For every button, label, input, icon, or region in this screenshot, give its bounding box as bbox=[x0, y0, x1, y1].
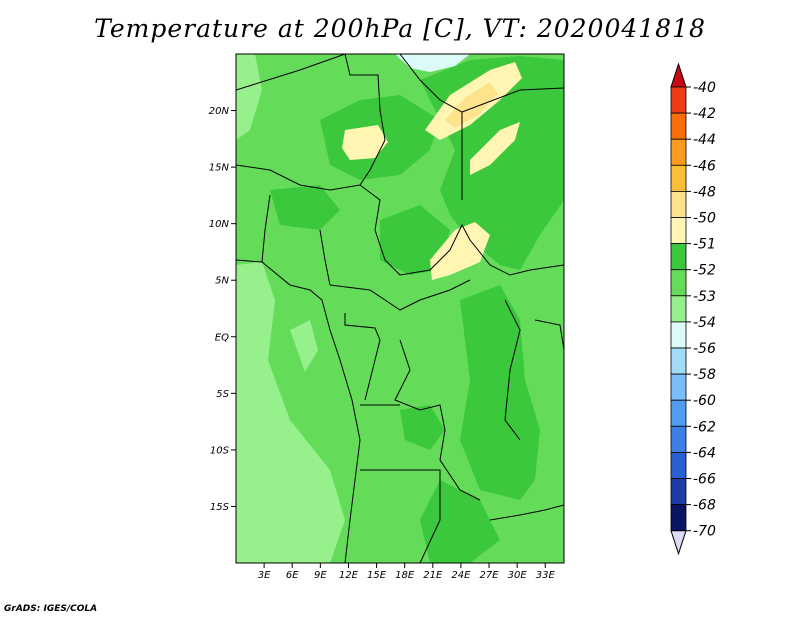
colorbar-label: -66 bbox=[693, 472, 716, 488]
border-line bbox=[399, 54, 463, 200]
map-frame bbox=[235, 53, 565, 564]
lat-tick-label: 5N bbox=[215, 276, 229, 287]
field-54-region bbox=[236, 54, 262, 140]
colorbar-label: -51 bbox=[693, 237, 716, 253]
colorbar-swatch bbox=[670, 269, 687, 297]
lon-tick-label: 30E bbox=[508, 570, 528, 581]
colorbar-swatch bbox=[670, 425, 687, 453]
colorbar-label: -46 bbox=[693, 158, 716, 174]
country-borders bbox=[236, 54, 564, 563]
grads-credit: GrADS: IGES/COLA bbox=[4, 604, 98, 614]
lat-tick-label: 15N bbox=[209, 163, 230, 174]
colorbar-swatch bbox=[670, 295, 687, 323]
field-51-patch bbox=[342, 125, 388, 160]
lon-tick-label: 21E bbox=[423, 570, 443, 581]
colorbar-swatch bbox=[670, 504, 687, 532]
border-line bbox=[319, 229, 331, 286]
field-52-region bbox=[270, 185, 340, 230]
colorbar-bottom-arrow bbox=[670, 530, 687, 556]
lon-tick-label: 24E bbox=[451, 570, 471, 581]
colorbar-swatch bbox=[670, 164, 687, 192]
colorbar-label: -68 bbox=[693, 498, 716, 514]
colorbar-label: -40 bbox=[693, 80, 716, 96]
lat-tick-label: 20N bbox=[209, 106, 230, 117]
border-line bbox=[504, 299, 521, 441]
colorbar-label: -54 bbox=[693, 315, 716, 331]
lon-tick-label: 33E bbox=[536, 570, 556, 581]
colorbar-label: -56 bbox=[693, 341, 716, 357]
field-50-patch bbox=[445, 82, 498, 128]
colorbar-swatch bbox=[670, 112, 687, 140]
field-51-patch bbox=[470, 122, 520, 175]
border-line bbox=[534, 319, 564, 351]
field-52-region bbox=[400, 405, 445, 450]
colorbar-swatch bbox=[670, 138, 687, 166]
border-line bbox=[489, 504, 564, 521]
colorbar-swatch bbox=[670, 86, 687, 114]
colorbar-swatch bbox=[670, 478, 687, 506]
colorbar-swatch bbox=[670, 190, 687, 218]
colorbar-label: -52 bbox=[693, 263, 716, 279]
colorbar: -40 -42 -44 -46 -48 -50 -51 -52 -53 -54 -56 -58 -60 -… bbox=[670, 62, 716, 556]
border-line bbox=[261, 194, 271, 263]
lat-tick-label: 15S bbox=[210, 502, 230, 513]
longitude-axis: 3E 6E 9E 12E 15E 18E 21E 24E 27E 30E 33E bbox=[258, 563, 556, 581]
latitude-axis: 20N 15N 10N 5N EQ 5S 10S 15S bbox=[209, 106, 236, 513]
border-line bbox=[394, 339, 481, 501]
colorbar-label: -44 bbox=[693, 132, 716, 148]
colorbar-label: -42 bbox=[693, 106, 716, 122]
field-54-region bbox=[290, 320, 318, 372]
lat-tick-label: 10N bbox=[209, 219, 230, 230]
colorbar-label: -70 bbox=[693, 524, 716, 540]
lon-tick-label: 27E bbox=[480, 570, 500, 581]
colorbar-label: -48 bbox=[693, 184, 716, 200]
lat-tick-label: EQ bbox=[215, 332, 229, 343]
border-line bbox=[344, 313, 381, 401]
lon-tick-label: 9E bbox=[314, 570, 327, 581]
lon-tick-label: 15E bbox=[367, 570, 387, 581]
field-56-patch bbox=[395, 54, 470, 72]
colorbar-label: -58 bbox=[693, 367, 716, 383]
lon-tick-label: 18E bbox=[395, 570, 415, 581]
colorbar-swatch bbox=[670, 243, 687, 271]
colorbar-label: -62 bbox=[693, 419, 716, 435]
field-51-patch bbox=[430, 222, 490, 280]
colorbar-label: -60 bbox=[693, 393, 716, 409]
colorbar-swatch bbox=[670, 321, 687, 349]
colorbar-top-arrow bbox=[670, 62, 687, 88]
colorbar-swatch bbox=[670, 451, 687, 479]
border-line bbox=[344, 54, 386, 186]
border-line bbox=[329, 279, 471, 311]
border-line bbox=[236, 164, 564, 276]
colorbar-swatch bbox=[670, 217, 687, 245]
colorbar-swatch bbox=[670, 373, 687, 401]
map-title: Temperature at 200hPa [C], VT: 202004181… bbox=[94, 14, 706, 43]
coastline bbox=[236, 259, 361, 563]
colorbar-label: -50 bbox=[693, 211, 716, 227]
colorbar-label: -53 bbox=[693, 289, 716, 305]
temperature-field bbox=[236, 54, 564, 563]
lat-tick-label: 5S bbox=[216, 389, 229, 400]
border-line bbox=[360, 469, 441, 563]
colorbar-swatch bbox=[670, 347, 687, 375]
field-54-region bbox=[236, 262, 345, 563]
lon-tick-label: 3E bbox=[258, 570, 271, 581]
lon-tick-label: 12E bbox=[339, 570, 359, 581]
border-line bbox=[461, 87, 564, 113]
field-52-region bbox=[460, 285, 540, 500]
colorbar-swatch bbox=[670, 399, 687, 427]
lat-tick-label: 10S bbox=[210, 445, 230, 456]
border-line bbox=[236, 54, 346, 91]
lon-tick-label: 6E bbox=[286, 570, 299, 581]
colorbar-label: -64 bbox=[693, 445, 716, 461]
